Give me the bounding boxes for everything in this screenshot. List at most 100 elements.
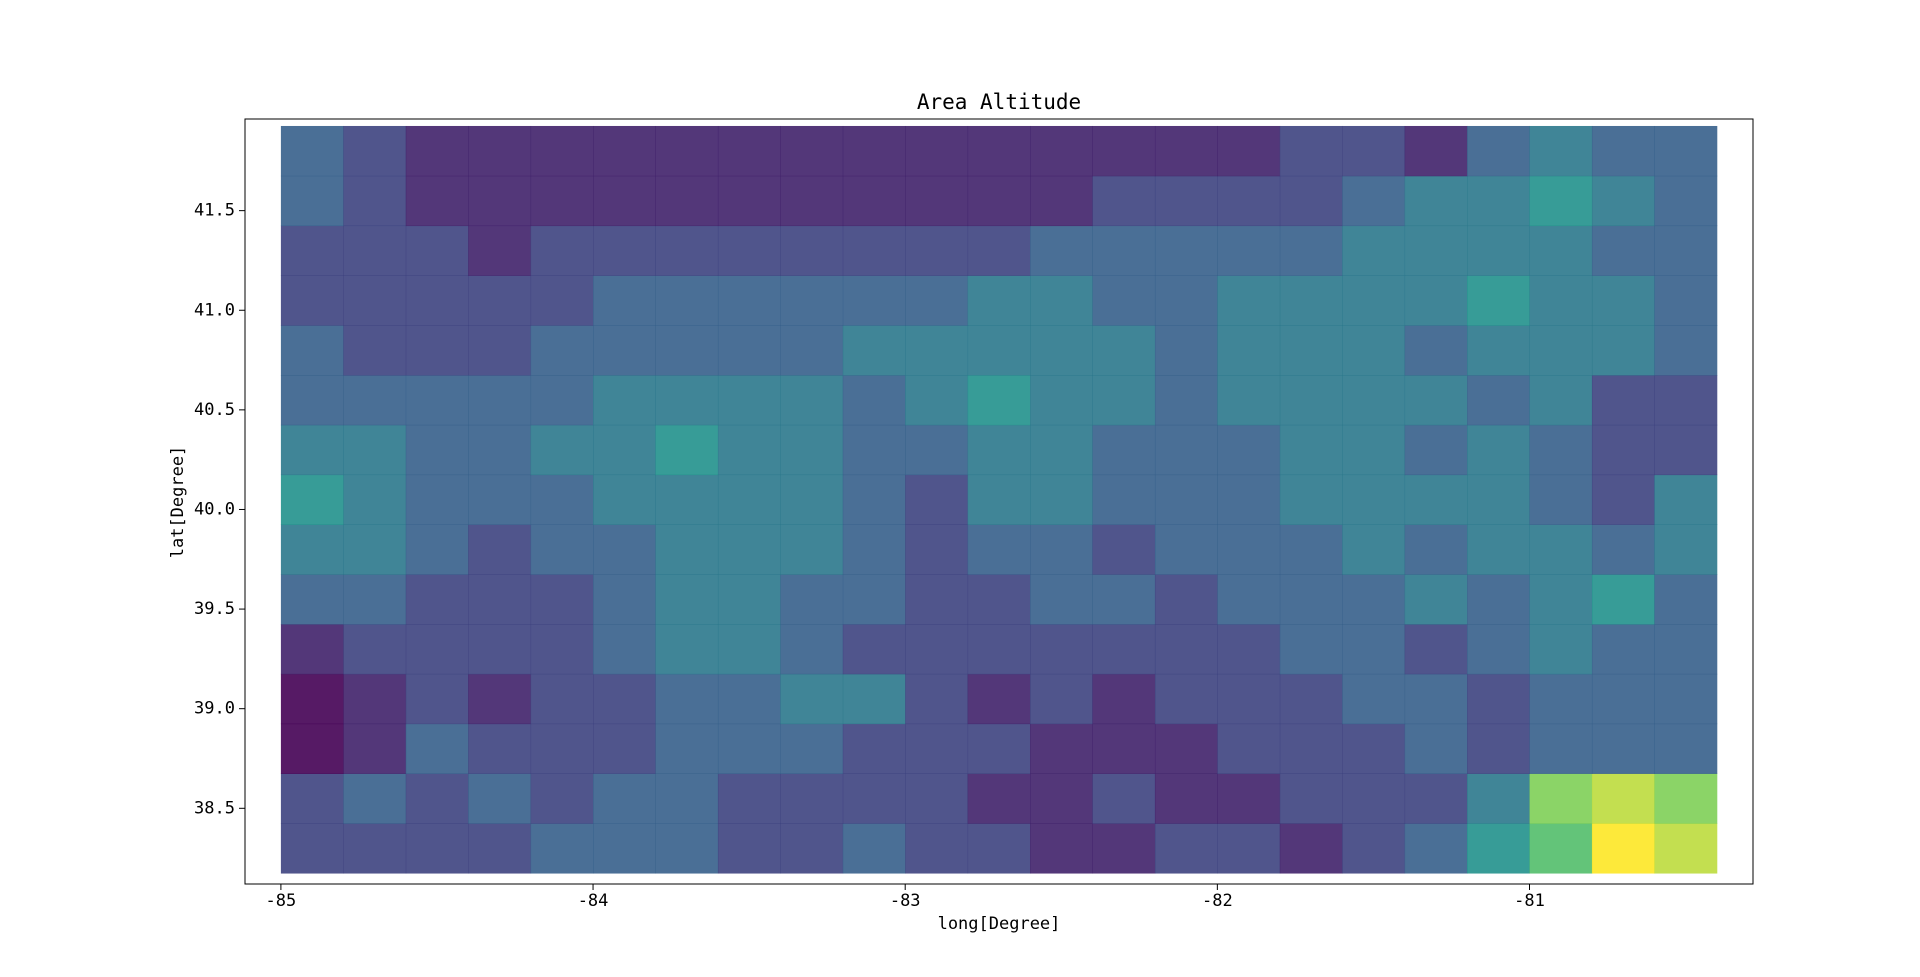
point	[1092, 474, 1156, 525]
point	[655, 823, 719, 874]
point	[1529, 374, 1593, 426]
point	[593, 325, 656, 376]
point	[593, 424, 656, 476]
point	[780, 275, 844, 326]
point	[842, 225, 906, 276]
point	[343, 424, 407, 476]
point	[1154, 374, 1218, 426]
point	[1591, 374, 1655, 426]
point	[1467, 574, 1531, 625]
point	[468, 773, 532, 824]
point	[1467, 424, 1531, 476]
point	[468, 125, 532, 177]
point	[1529, 823, 1593, 874]
point	[905, 673, 969, 725]
point	[780, 424, 844, 476]
point	[1529, 225, 1593, 276]
point	[1467, 773, 1531, 824]
y-tick-label: 40.0	[194, 499, 235, 519]
point	[530, 673, 594, 725]
point	[468, 524, 532, 575]
point	[967, 773, 1031, 824]
point	[1342, 175, 1406, 227]
x-tick-label: -85	[266, 891, 297, 911]
point	[1342, 374, 1406, 426]
point	[717, 474, 781, 525]
point	[1529, 125, 1593, 177]
point	[780, 773, 844, 824]
point	[530, 624, 594, 675]
point	[1654, 325, 1718, 376]
point	[1154, 424, 1218, 476]
point	[1467, 175, 1531, 227]
point	[1342, 325, 1406, 376]
point	[905, 325, 969, 376]
point	[1404, 723, 1468, 774]
point	[1279, 773, 1343, 824]
point	[280, 424, 344, 476]
point	[405, 325, 469, 376]
point	[905, 823, 969, 874]
point	[842, 474, 906, 525]
point	[1279, 624, 1343, 675]
point	[1092, 225, 1156, 276]
point	[1092, 374, 1156, 426]
point	[468, 175, 532, 227]
point	[1279, 325, 1343, 376]
point	[1217, 125, 1281, 177]
point	[842, 574, 906, 625]
point	[1342, 225, 1406, 276]
point	[717, 773, 781, 824]
point	[343, 823, 407, 874]
point	[1654, 723, 1718, 774]
point	[967, 524, 1031, 575]
point	[655, 125, 719, 177]
point	[905, 175, 969, 227]
point	[1030, 275, 1093, 326]
point	[780, 374, 844, 426]
point	[343, 175, 407, 227]
point	[280, 773, 344, 824]
point	[1404, 524, 1468, 575]
x-tick-label: -84	[578, 891, 609, 911]
point	[1342, 773, 1406, 824]
point	[1654, 773, 1718, 824]
point	[1404, 474, 1468, 525]
point	[1030, 773, 1093, 824]
point	[1154, 773, 1218, 824]
point	[280, 673, 344, 725]
point	[280, 524, 344, 575]
point	[1404, 175, 1468, 227]
point	[780, 524, 844, 575]
point	[1529, 673, 1593, 725]
point	[1404, 125, 1468, 177]
point	[1030, 374, 1093, 426]
point	[1591, 325, 1655, 376]
point	[780, 125, 844, 177]
point	[1404, 225, 1468, 276]
point	[280, 374, 344, 426]
point	[343, 524, 407, 575]
point	[530, 125, 594, 177]
point	[1217, 823, 1281, 874]
point	[967, 474, 1031, 525]
point	[717, 524, 781, 575]
point	[1591, 723, 1655, 774]
point	[967, 624, 1031, 675]
point	[1404, 823, 1468, 874]
point	[343, 673, 407, 725]
point	[1591, 773, 1655, 824]
point	[1030, 225, 1093, 276]
point	[468, 424, 532, 476]
point	[1529, 723, 1593, 774]
point	[655, 325, 719, 376]
point	[1217, 374, 1281, 426]
point	[405, 524, 469, 575]
point	[1217, 524, 1281, 575]
point	[905, 275, 969, 326]
point	[280, 823, 344, 874]
point	[1279, 125, 1343, 177]
point	[468, 574, 532, 625]
y-tick-label: 41.0	[194, 300, 235, 320]
point	[1092, 524, 1156, 575]
